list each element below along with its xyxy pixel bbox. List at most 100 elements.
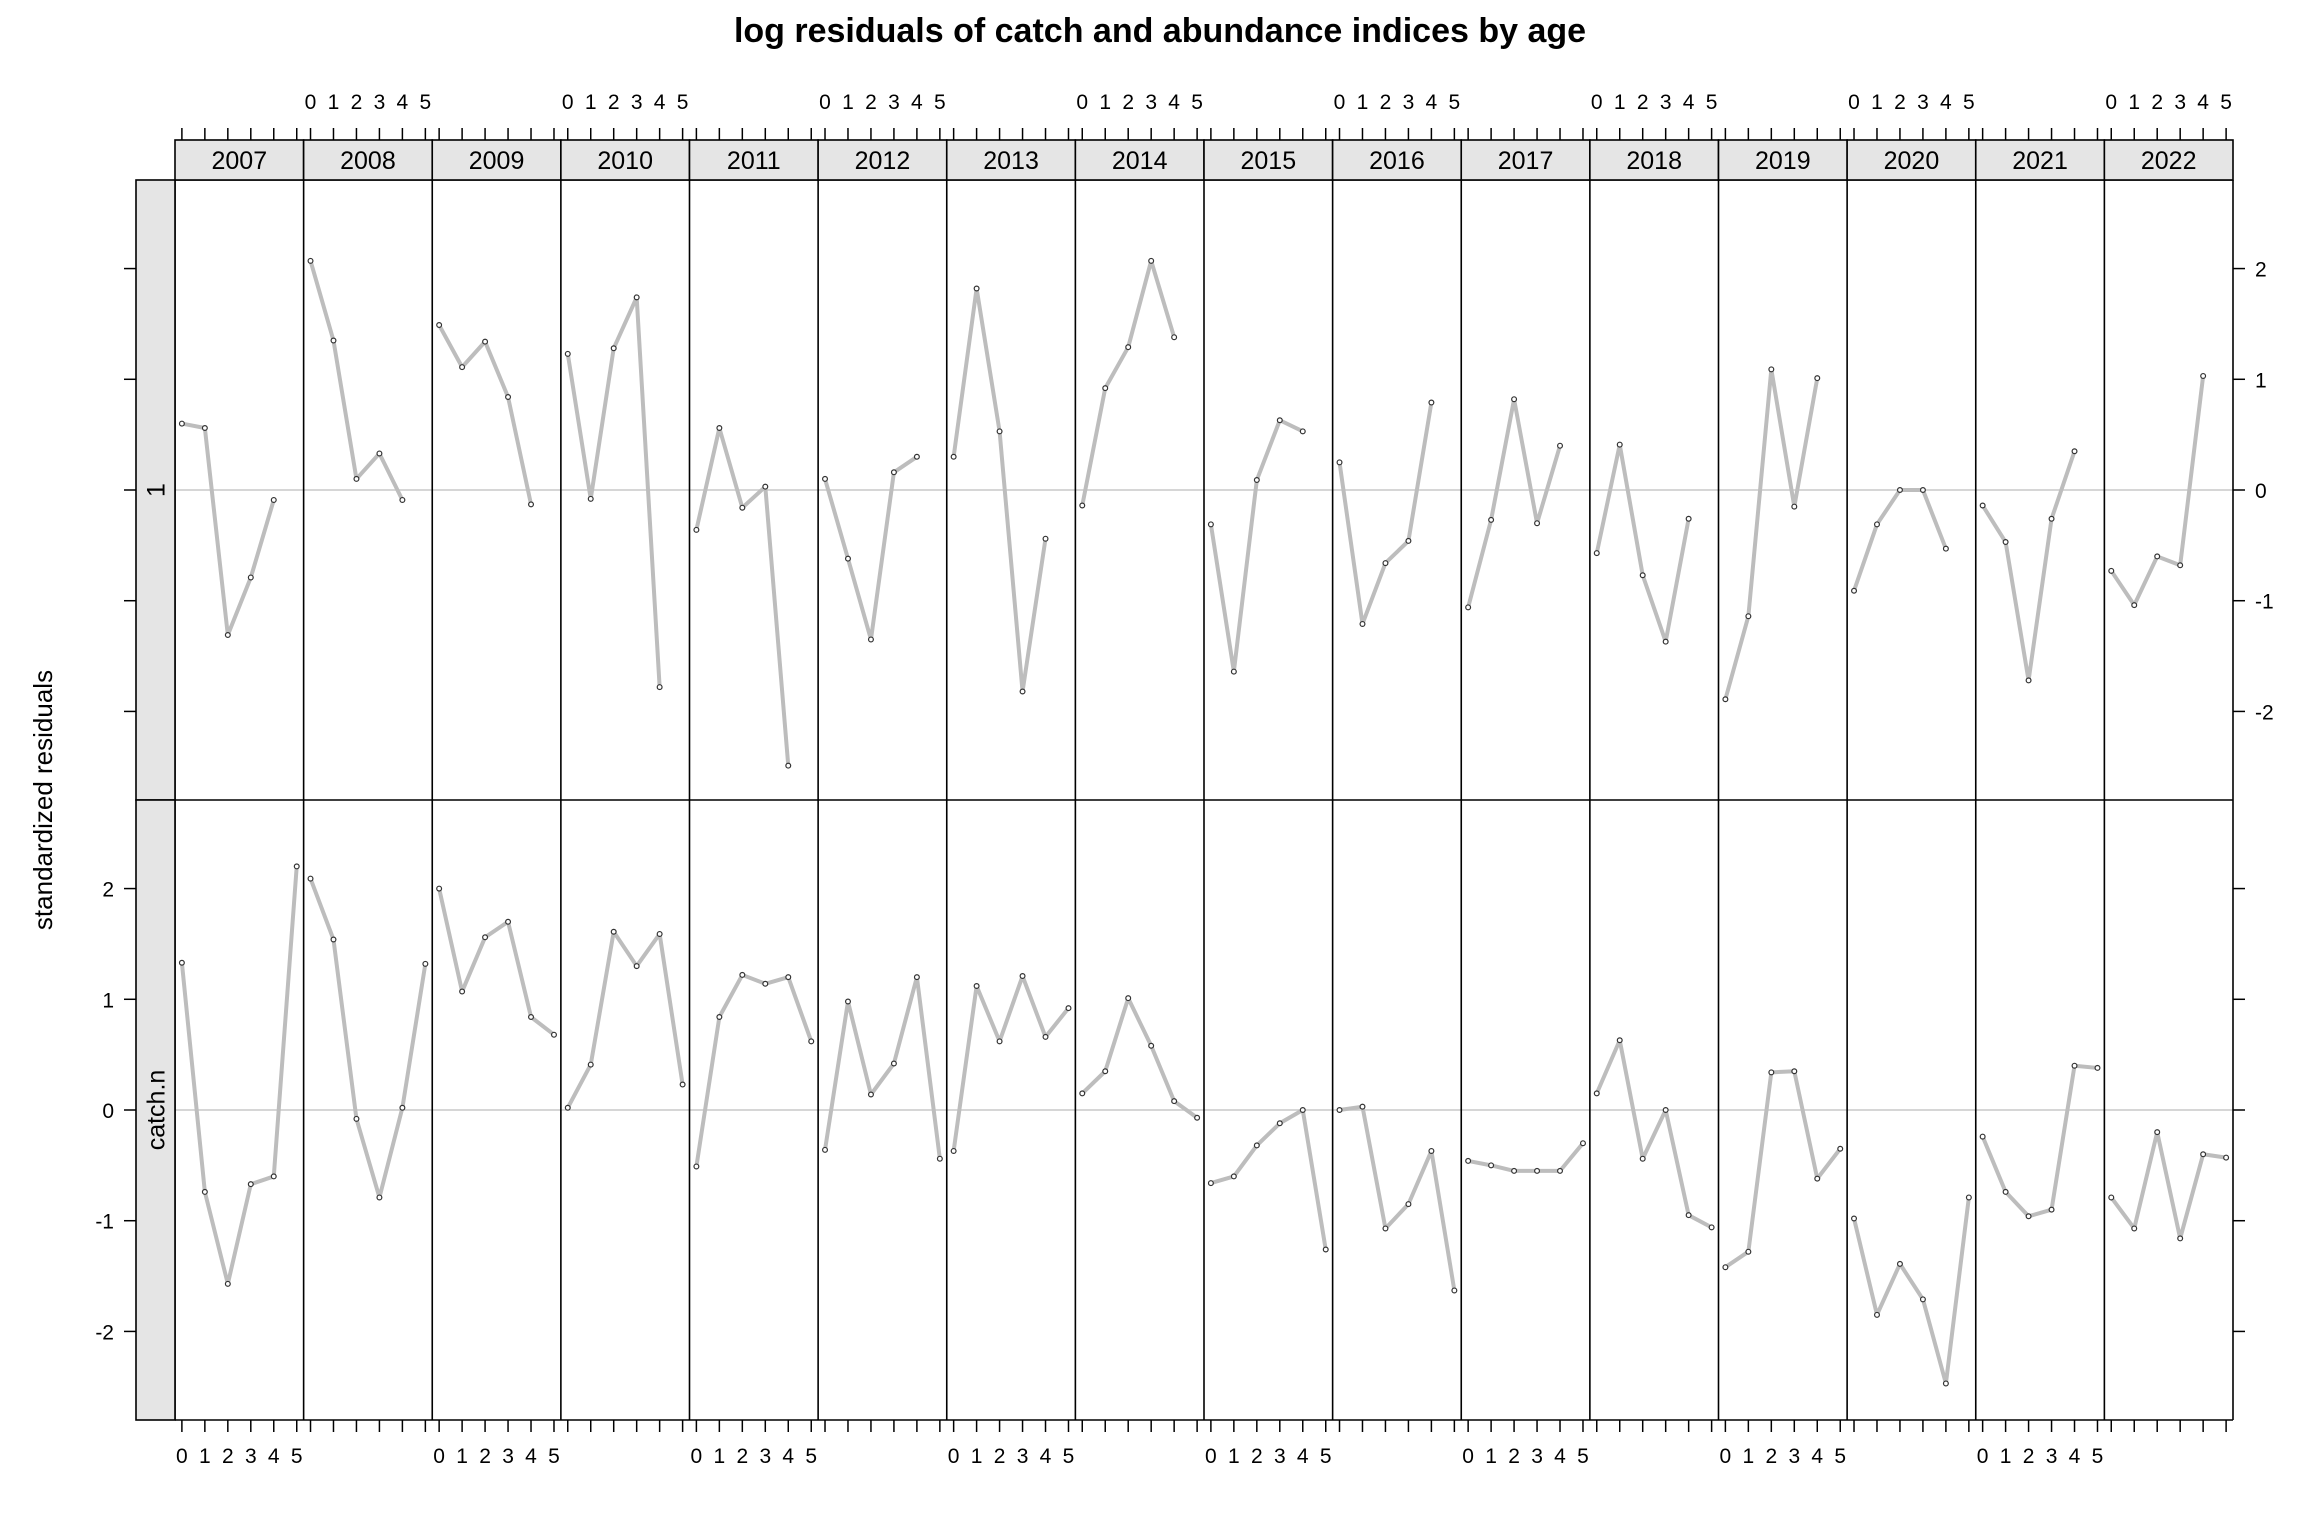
data-point (2108, 1194, 2115, 1201)
y-tick-label-right: 1 (2255, 369, 2267, 392)
y-tick-label-right: 0 (2255, 480, 2267, 503)
x-tick-label-top: 5 (934, 91, 946, 114)
data-point (178, 420, 185, 427)
year-strip (817, 139, 948, 181)
year-strip (1846, 139, 1977, 181)
series-line (1080, 996, 1199, 1120)
data-point (224, 632, 231, 639)
data-point (224, 1280, 231, 1287)
x-tick-label-top: 5 (1191, 91, 1203, 114)
x-tick-label-bottom: 2 (1765, 1445, 1777, 1468)
row-strip (135, 179, 176, 801)
data-point (1579, 1140, 1586, 1147)
x-tick-label-top: 5 (1963, 91, 1975, 114)
data-point (587, 495, 594, 502)
x-tick-label-top: 2 (1380, 91, 1392, 114)
x-tick-label-bottom: 0 (691, 1445, 703, 1468)
data-point (1722, 1264, 1729, 1271)
data-point (693, 1163, 700, 1170)
x-tick-label-top: 5 (2220, 91, 2232, 114)
data-point (1616, 1037, 1623, 1044)
data-point (844, 555, 851, 562)
data-point (436, 885, 443, 892)
x-tick-label-bottom: 5 (1577, 1445, 1589, 1468)
data-point (1336, 459, 1343, 466)
data-point (867, 636, 874, 643)
x-tick-label-top: 5 (1449, 91, 1461, 114)
data-point (1873, 1311, 1880, 1318)
data-point (867, 1091, 874, 1098)
data-point (1042, 535, 1049, 542)
x-tick-label-bottom: 5 (805, 1445, 817, 1468)
y-tick-label-right: 2 (2255, 259, 2267, 282)
data-point (2002, 1188, 2009, 1195)
strips-layer: 1 catch.n 2007 2008 2009 2010 2011 2012 2013 2014… (135, 139, 2234, 1421)
data-point (2002, 539, 2009, 546)
x-tick-label-top: 0 (819, 91, 831, 114)
data-point (1616, 441, 1623, 448)
chart-title: log residuals of catch and abundance ind… (734, 12, 1586, 50)
x-tick-label-bottom: 3 (1274, 1445, 1286, 1468)
series-line (1208, 418, 1304, 674)
data-point (633, 963, 640, 970)
axes-layer: 0 1 2 3 4 50 1 2 3 4 50 1 2 3 4 50 1 2 3 4 50 1 2 3 4 50 1 2 3 4 50 1 2 3… (95, 91, 2273, 1468)
data-point (482, 338, 489, 345)
x-tick-label-bottom: 2 (1508, 1445, 1520, 1468)
series-line (1210, 1108, 1328, 1250)
data-point (1722, 696, 1729, 703)
x-tick-label-top: 3 (1145, 91, 1157, 114)
data-point (528, 1013, 535, 1020)
data-point (201, 425, 208, 432)
data-point (1194, 1114, 1201, 1121)
data-point (973, 982, 980, 989)
data-point (1708, 1224, 1715, 1231)
year-strip-label: 2008 (340, 147, 396, 175)
x-tick-label-top: 3 (1660, 91, 1672, 114)
x-tick-label-bottom: 2 (222, 1445, 234, 1468)
year-strip-label: 2010 (597, 147, 653, 175)
x-tick-label-top: 4 (654, 91, 666, 114)
series-line (1080, 258, 1177, 506)
data-point (1639, 572, 1646, 579)
data-point (950, 1147, 957, 1154)
y-tick-label-left: -2 (95, 1321, 114, 1344)
data-point (2200, 1151, 2207, 1158)
series-line (1467, 1141, 1585, 1173)
data-point (762, 483, 769, 490)
x-tick-label-bottom: 1 (1743, 1445, 1755, 1468)
data-point (808, 1038, 815, 1045)
data-point (1065, 1005, 1072, 1012)
series-line (1337, 402, 1434, 626)
data-point (822, 1146, 829, 1153)
x-tick-label-bottom: 2 (1251, 1445, 1263, 1468)
data-point (1896, 1260, 1903, 1267)
data-point (950, 453, 957, 460)
data-point (913, 974, 920, 981)
row-strip (135, 799, 176, 1421)
year-strip-label: 2019 (1755, 147, 1811, 175)
data-point (293, 863, 300, 870)
series-line (1980, 450, 2077, 683)
data-point (1079, 1090, 1086, 1097)
data-point (2071, 448, 2078, 455)
x-tick-label-bottom: 2 (994, 1445, 1006, 1468)
data-point (247, 1181, 254, 1188)
data-point (307, 257, 314, 264)
data-point (1768, 1069, 1775, 1076)
x-tick-label-bottom: 5 (548, 1445, 560, 1468)
x-tick-label-bottom: 4 (1811, 1445, 1823, 1468)
data-point (1428, 1147, 1435, 1154)
data-point (1171, 1098, 1178, 1105)
x-tick-label-bottom: 1 (199, 1445, 211, 1468)
data-point (459, 988, 466, 995)
data-point (2071, 1062, 2078, 1069)
series-line (1594, 442, 1691, 644)
data-point (1662, 1106, 1669, 1113)
data-point (890, 1060, 897, 1067)
data-point (973, 285, 980, 292)
data-point (1102, 1068, 1109, 1075)
data-point (1814, 1175, 1821, 1182)
row-strip-label: catch.n (143, 1070, 171, 1151)
year-strip-label: 2007 (212, 147, 268, 175)
data-point (1979, 502, 1986, 509)
